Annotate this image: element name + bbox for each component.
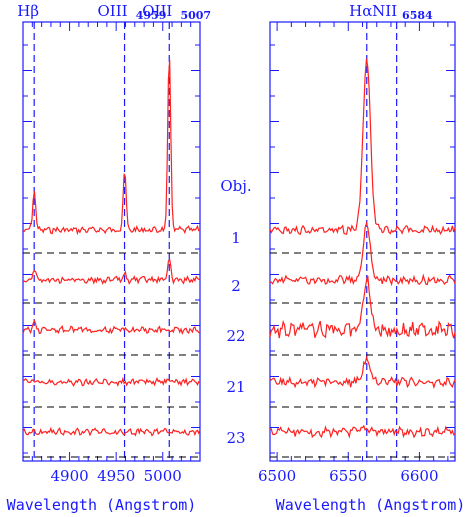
x-tick-label-6550: 6550 xyxy=(329,467,367,485)
axes-frame xyxy=(22,21,201,462)
x-tick-label-4900: 4900 xyxy=(50,467,88,485)
obj-label-2: 2 xyxy=(231,277,241,295)
line-marker-label: Hα xyxy=(349,2,372,20)
spectrum-obj-22 xyxy=(269,275,456,339)
spectrum-obj-23 xyxy=(269,424,456,439)
axes-frame xyxy=(269,21,456,462)
spectrum-obj-2 xyxy=(270,221,456,287)
line-marker-label: NII xyxy=(372,2,397,20)
spectrum-obj-1 xyxy=(22,59,201,236)
x-axis-title: Wavelength (Angstrom) xyxy=(276,496,466,514)
spectrum-obj-22 xyxy=(22,319,201,335)
spectrum-obj-2 xyxy=(22,258,201,285)
x-tick-label-6500: 6500 xyxy=(258,467,296,485)
panel-right-halpha-nii: 6500 6550 6600 Wavelength (Angstrom) Hα NII 65… xyxy=(258,2,465,514)
spectrum-obj-23 xyxy=(22,426,201,437)
spectrum-obj-21 xyxy=(22,376,201,387)
obj-label-22: 22 xyxy=(226,327,245,345)
spectrum-obj-21 xyxy=(269,355,456,390)
line-marker-label: Hβ xyxy=(17,2,39,20)
x-tick-label-5000: 5000 xyxy=(144,467,182,485)
obj-label-1: 1 xyxy=(231,229,241,247)
line-marker-subscript: 5007 xyxy=(180,9,211,22)
obj-header: Obj. xyxy=(220,177,251,195)
x-tick-label-4950: 4950 xyxy=(97,467,135,485)
line-marker-subscript: 6584 xyxy=(402,9,433,22)
x-axis-title: Wavelength (Angstrom) xyxy=(7,496,197,514)
obj-label-21: 21 xyxy=(226,378,245,396)
x-tick-label-6600: 6600 xyxy=(400,467,438,485)
obj-label-23: 23 xyxy=(226,429,245,447)
spectrum-obj-1 xyxy=(269,58,456,236)
line-marker-label: OIII xyxy=(98,2,128,20)
line-marker-label: OIII xyxy=(142,2,172,20)
line-marker-subscript: 4959 xyxy=(136,9,167,22)
